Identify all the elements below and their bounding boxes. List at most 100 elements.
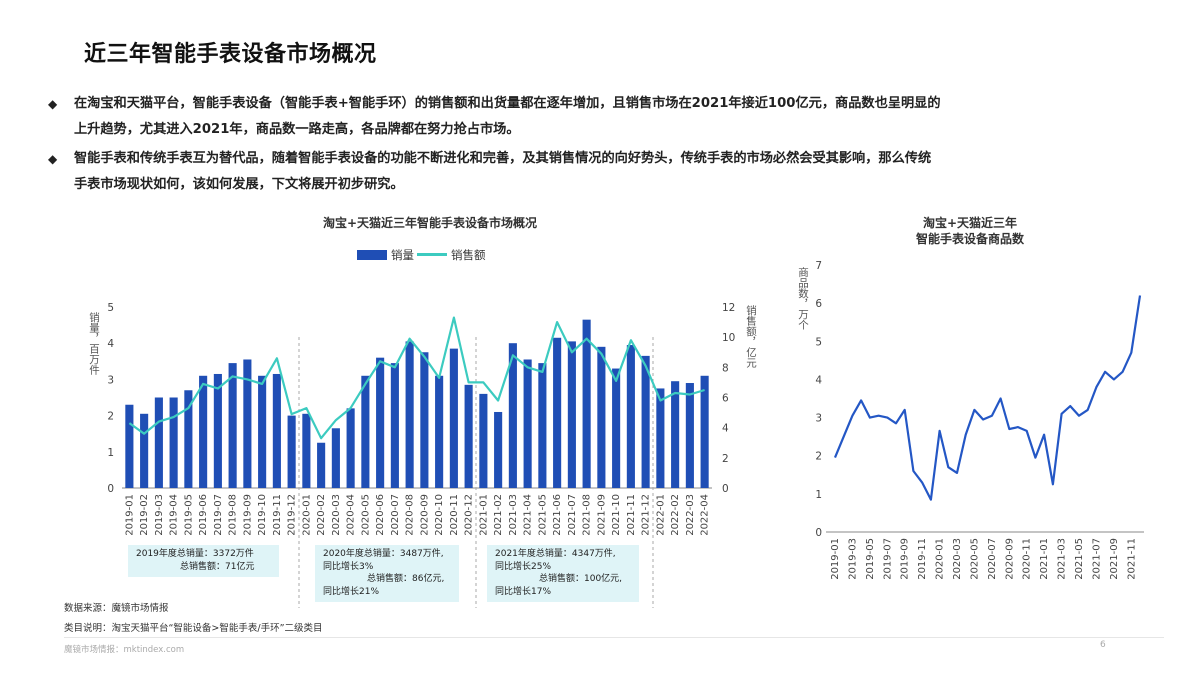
bar <box>361 376 369 488</box>
items-x-tick-label: 2020-09 <box>1004 538 1015 580</box>
y-tick-label-right: 0 <box>722 483 729 495</box>
summary-line: 2019年度总销量：3372万件 <box>136 548 271 561</box>
x-tick-label: 2021-06 <box>552 494 563 536</box>
x-tick-label: 2021-09 <box>596 494 607 536</box>
y-tick-label-left: 0 <box>107 483 114 495</box>
bar <box>597 347 605 488</box>
x-tick-label: 2019-01 <box>124 494 135 536</box>
x-tick-label: 2021-10 <box>611 494 622 536</box>
x-tick-label: 2020-03 <box>331 494 342 536</box>
x-tick-label: 2020-11 <box>449 494 460 536</box>
x-tick-label: 2020-06 <box>375 494 386 536</box>
bar <box>671 381 679 488</box>
bar <box>376 358 384 488</box>
items-x-tick-label: 2020-01 <box>935 538 946 580</box>
x-tick-label: 2019-03 <box>154 494 165 536</box>
bar <box>288 416 296 488</box>
bar <box>155 398 163 489</box>
items-y-tick-label: 7 <box>815 260 822 272</box>
bar <box>140 414 148 488</box>
bar <box>642 356 650 488</box>
summary-line: 总销售额：71亿元 <box>136 561 271 574</box>
items-y-tick-label: 2 <box>815 451 822 463</box>
summary-line: 2020年度总销量：3487万件, <box>323 548 451 561</box>
items-y-tick-label: 5 <box>815 336 822 348</box>
x-tick-label: 2021-12 <box>641 494 652 536</box>
items-x-tick-label: 2020-03 <box>952 538 963 580</box>
x-tick-label: 2021-01 <box>478 494 489 536</box>
right-chart-title-line: 淘宝+天猫近三年 <box>923 216 1017 230</box>
y-tick-label-left: 2 <box>107 411 114 423</box>
x-tick-label: 2021-05 <box>537 494 548 536</box>
y-tick-label-left: 4 <box>107 338 114 350</box>
bar <box>583 320 591 488</box>
bar <box>273 374 281 488</box>
items-x-tick-label: 2021-09 <box>1109 538 1120 580</box>
summary-line: 同比增长3% <box>323 561 451 574</box>
source-note: 数据来源：魔镜市场情报 <box>64 600 169 614</box>
right-chart-title: 淘宝+天猫近三年 智能手表设备商品数 <box>840 215 1100 247</box>
x-tick-label: 2021-03 <box>508 494 519 536</box>
x-tick-label: 2020-02 <box>316 494 327 536</box>
bar <box>302 414 310 488</box>
bar <box>612 369 620 488</box>
bar <box>465 385 473 488</box>
bar <box>406 341 414 488</box>
x-tick-label: 2020-08 <box>405 494 416 536</box>
items-x-tick-label: 2019-07 <box>882 538 893 580</box>
x-tick-label: 2019-06 <box>198 494 209 536</box>
y-tick-label-left: 3 <box>107 374 114 386</box>
items-y-tick-label: 1 <box>815 489 822 501</box>
x-tick-label: 2019-05 <box>183 494 194 536</box>
items-y-tick-label: 3 <box>815 413 822 425</box>
bar <box>420 352 428 488</box>
x-tick-label: 2020-04 <box>346 494 357 536</box>
x-tick-label: 2019-09 <box>242 494 253 536</box>
x-tick-label: 2019-04 <box>169 494 180 536</box>
summary-line: 同比增长17% <box>495 586 631 599</box>
y-tick-label-right: 12 <box>722 302 735 314</box>
x-tick-label: 2021-11 <box>626 494 637 536</box>
y-tick-label-right: 10 <box>722 332 735 344</box>
x-tick-label: 2020-09 <box>419 494 430 536</box>
bar <box>627 345 635 488</box>
x-tick-label: 2020-01 <box>301 494 312 536</box>
bar <box>538 363 546 488</box>
items-x-tick-label: 2020-05 <box>969 538 980 580</box>
x-tick-label: 2022-04 <box>700 494 711 536</box>
bar <box>553 338 561 488</box>
y-tick-label-right: 2 <box>722 453 729 465</box>
x-tick-label: 2021-07 <box>567 494 578 536</box>
footer-divider <box>64 637 1164 638</box>
y-tick-label-left: 1 <box>107 447 114 459</box>
items-count-line <box>835 296 1140 500</box>
summary-line: 同比增长25% <box>495 561 631 574</box>
items-x-tick-label: 2019-01 <box>830 538 841 580</box>
x-tick-label: 2021-02 <box>493 494 504 536</box>
summary-box-2021: 2021年度总销量：4347万件, 同比增长25% 总销售额：100亿元, 同比… <box>487 545 639 602</box>
bar <box>701 376 709 488</box>
bar <box>435 376 443 488</box>
x-tick-label: 2019-12 <box>287 494 298 536</box>
x-tick-label: 2020-07 <box>390 494 401 536</box>
items-x-tick-label: 2021-07 <box>1091 538 1102 580</box>
bar <box>214 374 222 488</box>
x-tick-label: 2020-10 <box>434 494 445 536</box>
bar <box>229 363 237 488</box>
items-x-tick-label: 2020-11 <box>1022 538 1033 580</box>
items-y-tick-label: 4 <box>815 374 822 386</box>
x-tick-label: 2022-02 <box>670 494 681 536</box>
summary-box-2020: 2020年度总销量：3487万件, 同比增长3% 总销售额：86亿元, 同比增长… <box>315 545 459 602</box>
bar <box>347 408 355 488</box>
x-tick-label: 2022-03 <box>685 494 696 536</box>
footer-text: 魔镜市场情报：mktindex.com <box>64 643 184 655</box>
x-tick-label: 2022-01 <box>655 494 666 536</box>
y-tick-label-right: 6 <box>722 393 729 405</box>
x-tick-label: 2020-05 <box>360 494 371 536</box>
summary-line: 总销售额：100亿元, <box>495 573 631 586</box>
bar <box>450 349 458 488</box>
x-tick-label: 2020-12 <box>464 494 475 536</box>
x-tick-label: 2019-08 <box>228 494 239 536</box>
y-tick-label-right: 4 <box>722 423 729 435</box>
items-y-tick-label: 0 <box>815 527 822 539</box>
